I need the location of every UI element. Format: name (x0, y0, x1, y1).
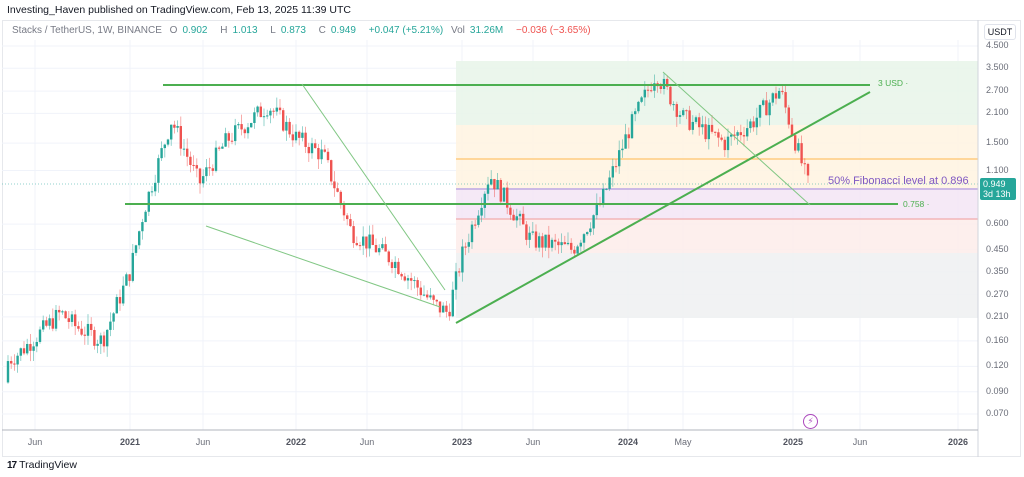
change-value: +0.047 (+5.21%) (368, 25, 444, 36)
price-tick: 0.600 (986, 218, 1009, 229)
open-value: 0.902 (182, 25, 208, 36)
price-tick: 1.100 (986, 164, 1009, 175)
tradingview-mark-icon: 17 (7, 459, 17, 471)
price-tick: 0.270 (986, 288, 1009, 299)
price-tick: 4.500 (986, 40, 1009, 50)
price-tick: 0.210 (986, 310, 1009, 321)
published-line: Investing_Haven published on TradingView… (7, 4, 351, 16)
fib-retracement-zones (2, 61, 978, 318)
candlestick-series (6, 73, 810, 384)
time-tick: Jun (195, 437, 211, 447)
price-tick: 2.100 (986, 107, 1009, 118)
currency-unit-button[interactable]: USDT (984, 24, 1016, 40)
volume-value: 31.26M (469, 25, 504, 36)
time-tick: 2023 (451, 437, 473, 447)
time-tick: May (674, 437, 692, 447)
symbol-name: Stacks / TetherUS, 1W, BINANCE (12, 25, 162, 36)
time-tick: Jun (852, 437, 868, 447)
time-tick: 2025 (782, 437, 804, 447)
price-tick: 0.450 (986, 243, 1009, 254)
price-tick: 0.160 (986, 334, 1009, 345)
brand-name: TradingView (19, 459, 77, 471)
support-label: 0.758 · (903, 199, 930, 209)
tradingview-logo[interactable]: 17 TradingView (7, 459, 77, 471)
time-tick: 2022 (285, 437, 307, 447)
time-tick: Jun (359, 437, 375, 447)
price-tick: 2.700 (986, 85, 1009, 96)
time-tick: 2021 (119, 437, 141, 447)
high-value: 1.013 (232, 25, 258, 36)
last-price-tag: 0.949 3d 13h (980, 178, 1016, 200)
time-tick: 2026 (947, 437, 969, 447)
price-tick: 0.070 (986, 408, 1009, 418)
close-value: 0.949 (330, 25, 356, 36)
price-tick: 3.500 (986, 62, 1009, 73)
price-tick: 0.350 (986, 265, 1009, 276)
last-price: 0.949 (983, 179, 1006, 189)
bar-countdown: 3d 13h (983, 189, 1011, 199)
fibonacci-annotation[interactable]: 50% Fibonacci level at 0.896 (828, 175, 969, 187)
lightning-icon[interactable]: ⚡ (803, 414, 818, 429)
price-tick: 0.120 (986, 360, 1009, 371)
resistance-label: 3 USD · (878, 78, 909, 88)
price-tick: 0.090 (986, 385, 1009, 396)
volume-change: −0.036 (−3.65%) (516, 25, 591, 36)
time-tick: Jun (525, 437, 541, 447)
time-tick: Jun (27, 437, 43, 447)
price-tick: 1.500 (986, 137, 1009, 148)
low-value: 0.873 (280, 25, 306, 36)
trend-drawings[interactable] (125, 71, 898, 324)
time-tick: 2024 (617, 437, 639, 447)
